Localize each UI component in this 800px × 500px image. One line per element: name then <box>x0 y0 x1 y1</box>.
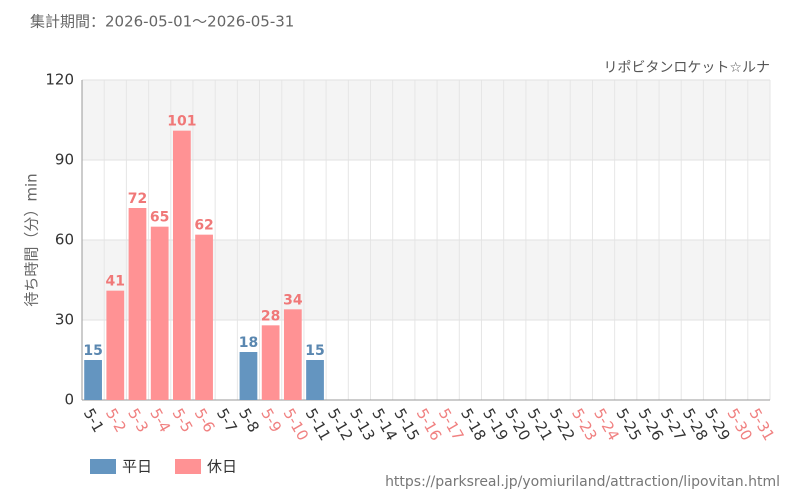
bar <box>195 234 213 400</box>
y-tick-label: 90 <box>55 151 74 169</box>
x-tick-label: 5-7 <box>213 405 241 435</box>
y-tick-label: 0 <box>64 391 74 409</box>
data-label: 41 <box>106 274 125 290</box>
bar <box>306 360 324 400</box>
legend-swatch <box>90 459 116 474</box>
data-label: 65 <box>150 210 169 226</box>
bar <box>261 325 280 400</box>
data-label: 18 <box>239 335 258 351</box>
x-tick-label: 5-3 <box>124 405 152 435</box>
legend-label: 休日 <box>207 458 237 476</box>
bar <box>172 130 191 400</box>
source-url: https://parksreal.jp/yomiuriland/attract… <box>385 474 780 490</box>
grid-band <box>82 80 770 160</box>
data-label: 15 <box>305 343 324 359</box>
data-label: 62 <box>194 218 213 234</box>
data-label: 34 <box>283 292 303 308</box>
data-label: 28 <box>261 308 280 324</box>
chart-subtitle: 集計期間：2026-05-01～2026-05-31 <box>30 13 294 31</box>
x-tick-label: 5-5 <box>169 405 197 435</box>
data-label: 72 <box>128 191 147 207</box>
bar <box>239 352 258 400</box>
x-tick-label: 5-1 <box>80 405 108 435</box>
x-tick-label: 5-8 <box>235 405 263 435</box>
attraction-name: リポビタンロケット☆ルナ <box>603 60 770 76</box>
y-tick-label: 30 <box>55 311 74 329</box>
x-tick-label: 5-2 <box>102 405 130 435</box>
bar <box>84 360 102 400</box>
bar <box>283 309 302 400</box>
y-tick-label: 120 <box>45 71 74 89</box>
y-tick-label: 60 <box>55 231 74 249</box>
bar <box>150 226 169 400</box>
y-axis-label: 待ち時間（分）min <box>23 173 41 306</box>
x-tick-label: 5-9 <box>257 405 285 435</box>
legend-label: 平日 <box>122 458 152 476</box>
bar <box>128 208 147 400</box>
bar <box>106 290 125 400</box>
data-label: 15 <box>83 343 102 359</box>
legend-swatch <box>175 459 201 474</box>
x-tick-label: 5-6 <box>191 405 219 435</box>
x-tick-label: 5-4 <box>146 405 174 435</box>
data-label: 101 <box>167 114 196 130</box>
